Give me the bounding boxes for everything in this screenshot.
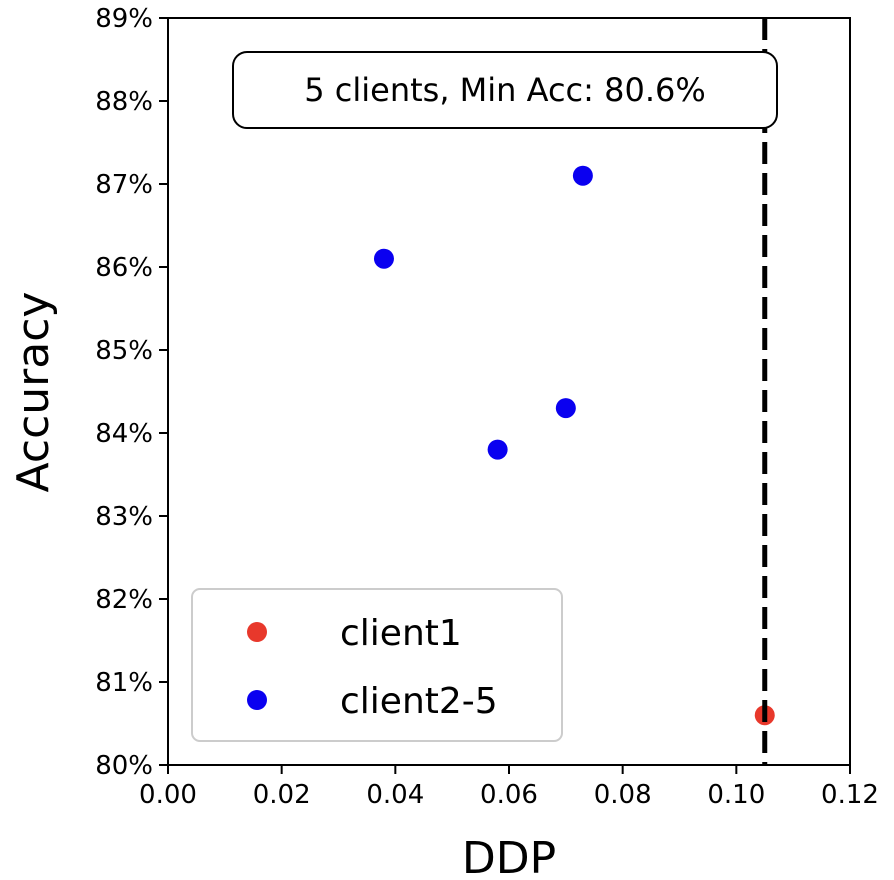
y-tick-label: 88% [95,87,153,117]
legend-marker-client1 [247,622,267,642]
x-tick-label: 0.10 [707,780,765,810]
y-tick-label: 89% [95,4,153,34]
y-tick-label: 86% [95,253,153,283]
x-tick-label: 0.00 [139,780,197,810]
y-tick-label: 85% [95,336,153,366]
legend-marker-client2-5 [247,690,267,710]
x-tick-label: 0.06 [480,780,538,810]
y-tick-label: 84% [95,419,153,449]
data-point-client2-5 [373,248,394,269]
x-tick-label: 0.02 [253,780,311,810]
legend-label-client2-5: client2-5 [340,681,498,722]
legend: client1 client2-5 [191,588,563,742]
data-point-client2-5 [555,398,576,419]
data-point-client2-5 [572,165,593,186]
axis-ticks: 0.00 0.02 0.04 0.06 0.08 0.10 0.12 80% 81% 82% 83%… [95,4,879,810]
x-tick-label: 0.04 [366,780,424,810]
annotation-box: 5 clients, Min Acc: 80.6% [232,51,778,129]
legend-label-client1: client1 [340,613,462,654]
x-axis-title: DDP [462,833,556,880]
y-tick-label: 80% [95,751,153,781]
y-axis-title: Accuracy [8,292,59,493]
y-tick-label: 87% [95,170,153,200]
data-point-client2-5 [487,439,508,460]
annotation-text: 5 clients, Min Acc: 80.6% [304,71,706,109]
y-tick-label: 83% [95,502,153,532]
y-tick-label: 81% [95,668,153,698]
y-tick-label: 82% [95,585,153,615]
x-tick-label: 0.08 [594,780,652,810]
x-tick-label: 0.12 [821,780,879,810]
